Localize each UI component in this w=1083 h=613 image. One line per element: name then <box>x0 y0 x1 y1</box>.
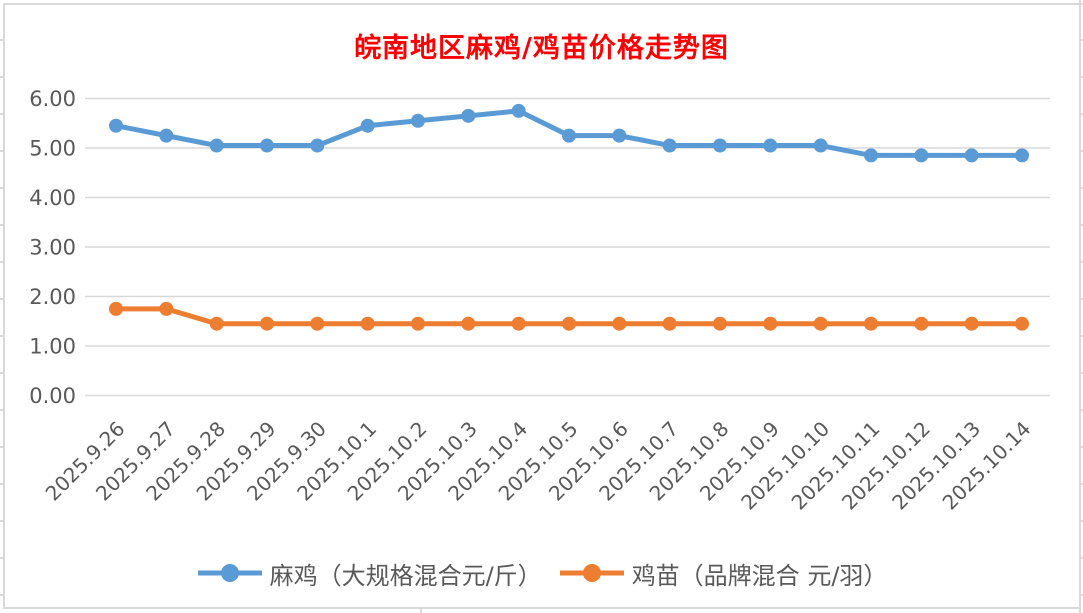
data-point-marker[interactable] <box>561 128 576 143</box>
data-point-marker[interactable] <box>662 316 677 331</box>
data-point-marker[interactable] <box>410 113 425 128</box>
legend-series-marker-icon <box>559 564 624 582</box>
data-point-marker[interactable] <box>813 316 828 331</box>
y-axis-tick-label: 5.00 <box>29 137 76 161</box>
data-point-marker[interactable] <box>209 138 224 153</box>
sheet-row-tick <box>1081 483 1083 485</box>
data-point-marker[interactable] <box>259 138 274 153</box>
data-point-marker[interactable] <box>310 316 325 331</box>
sheet-row-tick <box>0 39 3 41</box>
sheet-row-tick <box>0 335 3 337</box>
data-point-marker[interactable] <box>712 138 727 153</box>
data-point-marker[interactable] <box>813 138 828 153</box>
data-point-marker[interactable] <box>662 138 677 153</box>
sheet-row-tick <box>0 150 3 152</box>
sheet-row-tick <box>0 76 3 78</box>
sheet-border-bottom <box>3 607 1080 609</box>
sheet-row-tick <box>1081 557 1083 559</box>
data-point-marker[interactable] <box>612 128 627 143</box>
sheet-row-tick <box>1081 224 1083 226</box>
sheet-row-tick <box>0 372 3 374</box>
data-point-marker[interactable] <box>360 118 375 133</box>
sheet-row-tick <box>0 483 3 485</box>
y-axis-tick-label: 2.00 <box>29 285 76 309</box>
legend-label: 鸡苗（品牌混合 元/羽） <box>631 561 888 590</box>
y-axis-tick-label: 6.00 <box>29 87 76 111</box>
chart-legend: 麻鸡（大规格混合元/斤） 鸡苗（品牌混合 元/羽） <box>0 552 1083 594</box>
data-point-marker[interactable] <box>964 316 979 331</box>
sheet-row-tick <box>0 446 3 448</box>
data-point-marker[interactable] <box>159 128 174 143</box>
chart-title[interactable]: 皖南地区麻鸡/鸡苗价格走势图 <box>354 33 729 64</box>
data-point-marker[interactable] <box>259 316 274 331</box>
sheet-row-tick <box>1081 446 1083 448</box>
sheet-row-tick <box>1081 409 1083 411</box>
legend-entry-2[interactable]: 鸡苗（品牌混合 元/羽） <box>558 556 888 591</box>
data-point-marker[interactable] <box>914 148 929 163</box>
data-point-marker[interactable] <box>410 316 425 331</box>
data-point-marker[interactable] <box>763 138 778 153</box>
y-axis-tick-label: 1.00 <box>29 335 76 359</box>
y-axis-tick-label: 3.00 <box>29 236 76 260</box>
sheet-row-tick <box>1081 76 1083 78</box>
data-point-marker[interactable] <box>461 316 476 331</box>
sheet-row-tick <box>0 557 3 559</box>
data-point-marker[interactable] <box>511 316 526 331</box>
sheet-row-tick <box>0 520 3 522</box>
sheet-row-tick <box>0 409 3 411</box>
sheet-column-tick <box>420 608 422 613</box>
sheet-row-tick <box>1081 187 1083 189</box>
sheet-border-top <box>4 3 1083 5</box>
data-point-marker[interactable] <box>159 301 174 316</box>
data-point-marker[interactable] <box>209 316 224 331</box>
sheet-row-tick <box>0 261 3 263</box>
sheet-row-tick <box>0 298 3 300</box>
sheet-border-left <box>3 3 5 609</box>
sheet-row-tick <box>1081 520 1083 522</box>
data-point-marker[interactable] <box>863 316 878 331</box>
sheet-border-right <box>1079 0 1081 613</box>
sheet-row-tick <box>0 113 3 115</box>
sheet-row-tick <box>1081 261 1083 263</box>
data-point-marker[interactable] <box>310 138 325 153</box>
data-point-marker[interactable] <box>511 103 526 118</box>
legend-entry-1[interactable]: 麻鸡（大规格混合元/斤） <box>196 556 542 591</box>
data-point-marker[interactable] <box>561 316 576 331</box>
data-point-marker[interactable] <box>763 316 778 331</box>
sheet-row-tick <box>1081 113 1083 115</box>
sheet-row-tick <box>1081 335 1083 337</box>
data-point-marker[interactable] <box>914 316 929 331</box>
data-point-marker[interactable] <box>712 316 727 331</box>
legend-series-marker-icon <box>197 564 262 582</box>
sheet-row-tick <box>1081 594 1083 596</box>
sheet-row-tick <box>1081 39 1083 41</box>
data-point-marker[interactable] <box>360 316 375 331</box>
y-axis-tick-label: 0.00 <box>29 384 76 408</box>
data-point-marker[interactable] <box>863 148 878 163</box>
sheet-row-tick <box>0 187 3 189</box>
data-point-marker[interactable] <box>1014 148 1029 163</box>
data-point-marker[interactable] <box>1014 316 1029 331</box>
data-point-marker[interactable] <box>612 316 627 331</box>
y-axis-tick-label: 4.00 <box>29 186 76 210</box>
sheet-row-tick <box>1081 150 1083 152</box>
data-point-marker[interactable] <box>964 148 979 163</box>
data-point-marker[interactable] <box>461 108 476 123</box>
legend-label: 麻鸡（大规格混合元/斤） <box>269 561 542 590</box>
data-point-marker[interactable] <box>109 301 123 316</box>
data-point-marker[interactable] <box>109 118 123 133</box>
sheet-row-tick <box>0 224 3 226</box>
sheet-row-tick <box>0 594 3 596</box>
sheet-row-tick <box>1081 372 1083 374</box>
sheet-row-tick <box>1081 298 1083 300</box>
